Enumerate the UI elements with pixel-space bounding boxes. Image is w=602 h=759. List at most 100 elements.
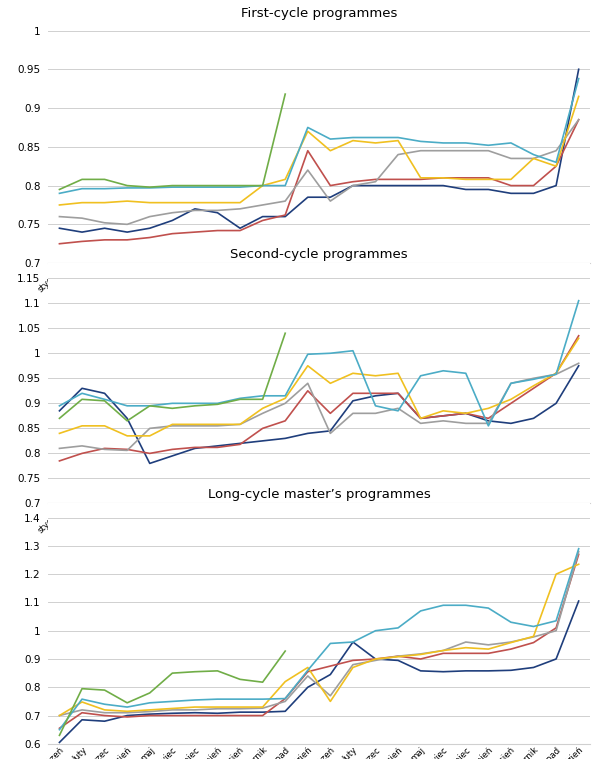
2016	[530, 181, 537, 191]
2017	[169, 705, 176, 714]
2015	[304, 682, 311, 691]
2018	[553, 569, 560, 578]
2020	[146, 688, 154, 698]
2020	[282, 90, 289, 99]
2019	[417, 371, 424, 380]
2017	[372, 656, 379, 665]
2016	[214, 711, 221, 720]
2018	[146, 705, 154, 714]
2015	[237, 439, 244, 448]
2017	[417, 650, 424, 659]
2016	[553, 623, 560, 632]
2020	[146, 402, 154, 411]
2015	[56, 738, 63, 747]
2018	[191, 198, 199, 207]
2017	[304, 672, 311, 681]
2016	[462, 409, 470, 418]
2018	[553, 369, 560, 378]
2016	[169, 445, 176, 454]
Line: 2018: 2018	[60, 96, 579, 205]
2017	[304, 165, 311, 175]
Line: 2015: 2015	[60, 69, 579, 232]
2017	[462, 419, 470, 428]
2019	[282, 694, 289, 703]
2015	[123, 228, 131, 237]
2017	[282, 197, 289, 206]
2019	[439, 367, 447, 376]
2017	[553, 626, 560, 635]
2018	[123, 707, 131, 716]
2015	[327, 193, 334, 202]
Line: 2020: 2020	[60, 651, 285, 735]
2015	[169, 709, 176, 718]
Line: 2016: 2016	[60, 554, 579, 729]
2019	[146, 184, 154, 193]
2018	[237, 703, 244, 712]
2019	[237, 694, 244, 704]
2019	[507, 618, 515, 627]
2020	[101, 685, 108, 694]
2016	[349, 177, 356, 186]
2019	[507, 138, 515, 147]
2018	[101, 421, 108, 430]
2018	[349, 369, 356, 378]
2017	[394, 404, 402, 413]
2019	[78, 389, 85, 398]
2018	[146, 198, 154, 207]
2017	[101, 445, 108, 454]
2016	[191, 711, 199, 720]
2016	[78, 449, 85, 458]
2016	[214, 442, 221, 452]
2019	[56, 402, 63, 411]
Line: 2018: 2018	[60, 564, 579, 716]
2016	[78, 708, 85, 717]
2018	[485, 404, 492, 413]
2015	[372, 391, 379, 400]
2017	[214, 421, 221, 430]
2016	[101, 235, 108, 244]
Line: 2019: 2019	[60, 79, 579, 194]
2016	[304, 667, 311, 676]
2019	[56, 189, 63, 198]
2019	[169, 697, 176, 706]
2018	[101, 705, 108, 714]
2016	[56, 456, 63, 465]
2017	[462, 638, 470, 647]
2015	[259, 436, 266, 446]
2018	[304, 663, 311, 672]
2015	[349, 181, 356, 191]
2019	[372, 626, 379, 635]
2019	[372, 133, 379, 142]
2019	[282, 391, 289, 400]
2015	[553, 654, 560, 663]
2017	[485, 146, 492, 156]
2018	[507, 175, 515, 184]
2017	[327, 429, 334, 438]
2019	[394, 406, 402, 415]
2015	[349, 638, 356, 647]
2017	[56, 444, 63, 453]
2016	[237, 439, 244, 449]
2016	[530, 384, 537, 393]
2019	[507, 379, 515, 388]
2016	[417, 654, 424, 663]
Title: Long-cycle master’s programmes: Long-cycle master’s programmes	[208, 488, 430, 501]
2019	[214, 398, 221, 408]
2017	[146, 707, 154, 716]
2018	[282, 175, 289, 184]
2016	[123, 445, 131, 454]
2018	[462, 409, 470, 418]
2017	[191, 206, 199, 215]
2018	[507, 638, 515, 647]
2018	[169, 704, 176, 713]
2015	[327, 670, 334, 679]
2018	[327, 697, 334, 706]
2018	[439, 173, 447, 182]
2016	[146, 449, 154, 458]
2015	[214, 208, 221, 217]
2016	[214, 226, 221, 235]
2020	[214, 181, 221, 191]
2017	[123, 708, 131, 717]
2015	[417, 181, 424, 191]
2019	[169, 183, 176, 192]
